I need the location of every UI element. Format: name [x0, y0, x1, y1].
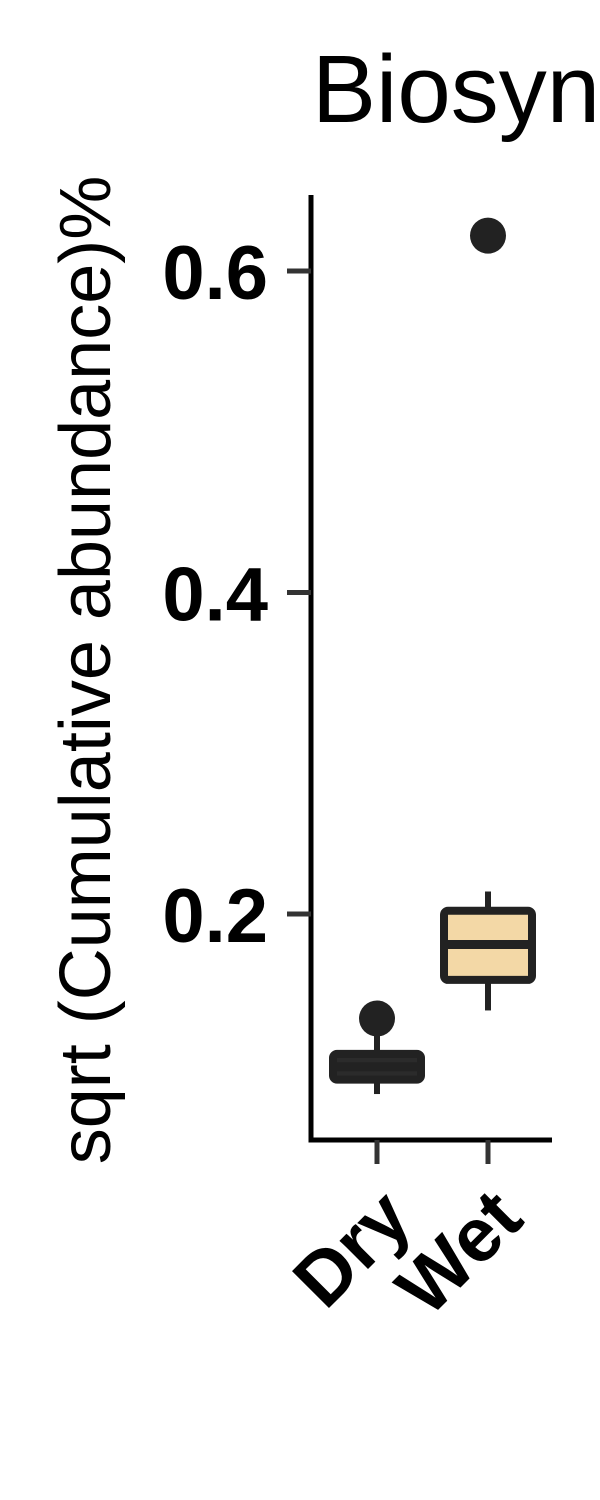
- y-tick-label: 0.4: [162, 553, 268, 638]
- y-ticks: 0.2 0.4 0.6: [162, 231, 311, 959]
- y-tick-label: 0.2: [162, 874, 268, 959]
- chart-title: Biosyn: [312, 36, 600, 143]
- y-tick-label: 0.6: [162, 231, 268, 316]
- axes: [308, 195, 552, 1143]
- y-axis-label: sqrt (Cumulative abundance)%: [46, 176, 126, 1165]
- boxes: [329, 217, 536, 1095]
- outlier-point: [359, 1000, 395, 1037]
- outlier-point: [470, 217, 506, 254]
- x-tick-label: Wet: [380, 1174, 538, 1332]
